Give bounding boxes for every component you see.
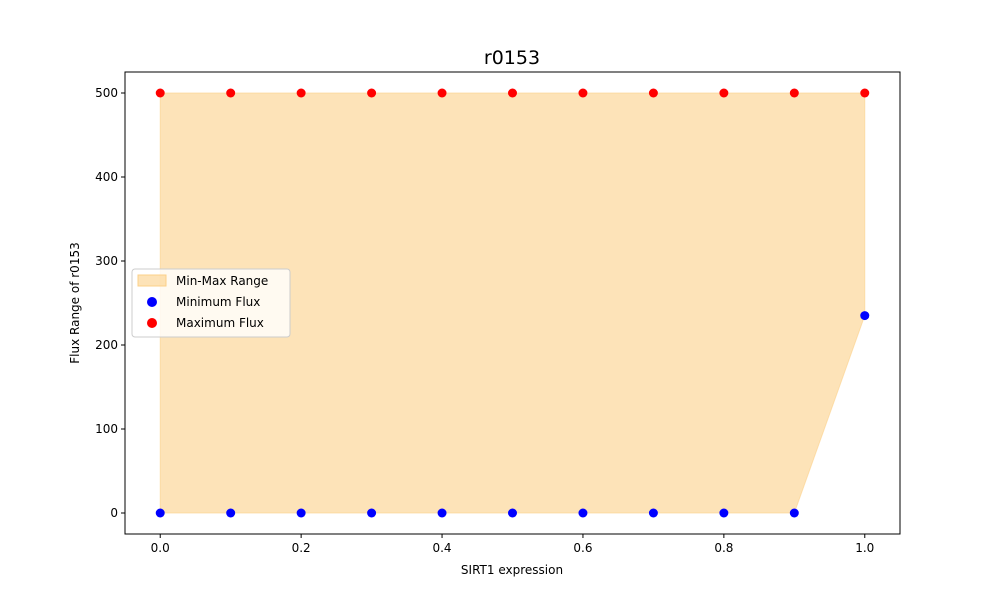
legend-swatch-min-max-range <box>137 274 167 287</box>
x-tick-label: 0.8 <box>714 541 733 555</box>
maximum-flux-point <box>367 88 377 98</box>
y-tick-label: 500 <box>95 86 118 100</box>
maximum-flux-point <box>296 88 306 98</box>
x-tick-label: 1.0 <box>855 541 874 555</box>
legend-label-minimum-flux: Minimum Flux <box>176 295 260 309</box>
maximum-flux-point <box>508 88 517 98</box>
maximum-flux-point <box>719 88 729 98</box>
legend-label-min-max-range: Min-Max Range <box>176 274 268 288</box>
y-tick-label: 300 <box>95 254 118 268</box>
x-tick-label: 0.2 <box>292 541 311 555</box>
data-points <box>155 88 870 518</box>
y-tick-label: 400 <box>95 170 118 184</box>
maximum-flux-point <box>578 88 588 98</box>
y-tick-label: 200 <box>95 338 118 352</box>
y-tick-label: 100 <box>95 422 118 436</box>
minimum-flux-point <box>296 508 306 518</box>
legend-marker-maximum-flux <box>147 318 157 328</box>
minimum-flux-point <box>367 508 377 518</box>
minimum-flux-point <box>860 311 870 321</box>
maximum-flux-point <box>226 88 236 98</box>
legend-label-maximum-flux: Maximum Flux <box>176 316 264 330</box>
y-axis-label: Flux Range of r0153 <box>68 242 82 363</box>
maximum-flux-point <box>860 88 870 98</box>
y-axis: 0 100 200 300 400 500 <box>95 86 125 520</box>
maximum-flux-point <box>648 88 658 98</box>
legend-marker-minimum-flux <box>147 297 157 307</box>
minimum-flux-point <box>578 508 588 518</box>
minimum-flux-point <box>226 508 236 518</box>
minimum-flux-point <box>789 508 799 518</box>
maximum-flux-point <box>437 88 447 98</box>
y-tick-label: 0 <box>110 506 118 520</box>
plot-frame <box>124 71 901 535</box>
x-tick-label: 0.4 <box>432 541 451 555</box>
legend: Min-Max Range Minimum Flux Maximum Flux <box>131 268 291 338</box>
chart-title: r0153 <box>484 47 540 69</box>
minimum-flux-point <box>508 508 517 518</box>
x-axis-label: SIRT1 expression <box>461 563 563 577</box>
minimum-flux-point <box>437 508 447 518</box>
x-tick-label: 0.6 <box>573 541 592 555</box>
legend-box <box>131 268 291 338</box>
x-tick-label: 0.0 <box>151 541 170 555</box>
minimum-flux-point <box>719 508 729 518</box>
maximum-flux-point <box>155 88 165 98</box>
x-axis: 0.0 0.2 0.4 0.6 0.8 1.0 <box>151 534 874 555</box>
maximum-flux-point <box>789 88 799 98</box>
minimum-flux-point <box>648 508 658 518</box>
minimum-flux-point <box>155 508 165 518</box>
